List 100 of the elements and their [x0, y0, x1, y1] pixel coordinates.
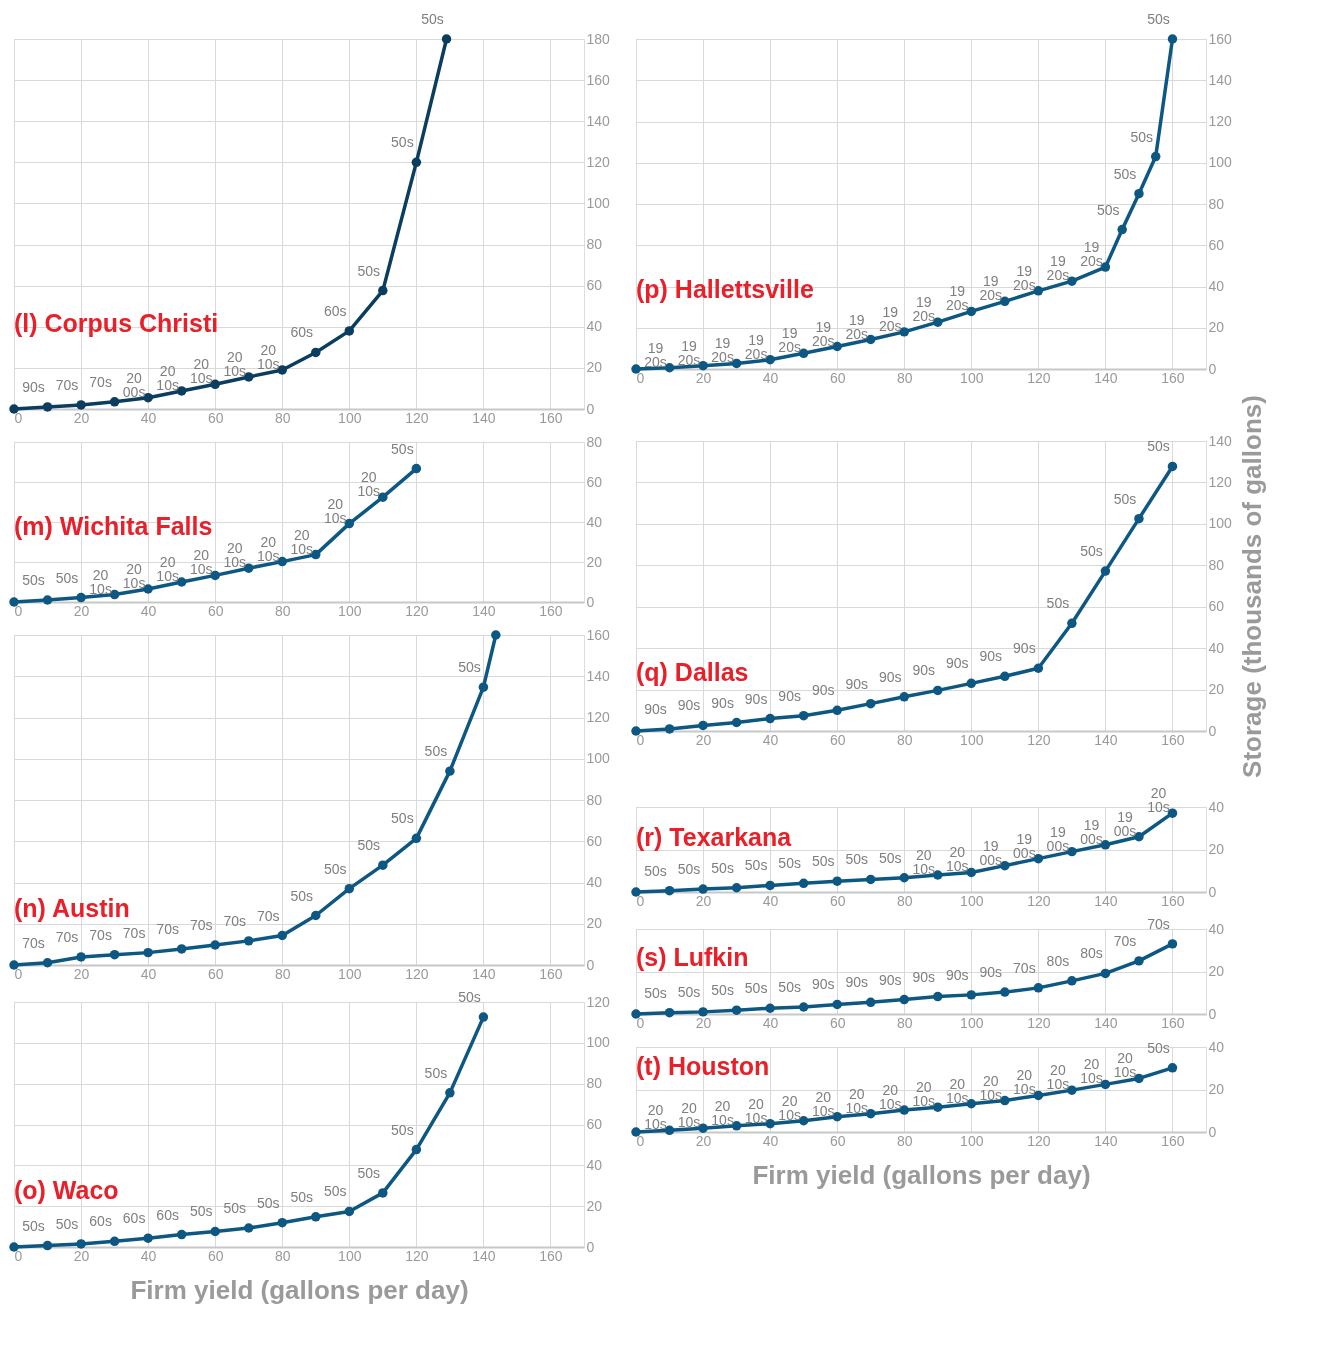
- x-tick-label: 0: [636, 1014, 645, 1031]
- point: [765, 1118, 775, 1129]
- x-tick-label: 160: [1161, 892, 1185, 909]
- x-tick-label: 120: [405, 1247, 429, 1264]
- point: [311, 1212, 321, 1222]
- annotation: 19 20s: [845, 311, 868, 342]
- y-tick-label: 180: [586, 30, 611, 47]
- x-tick-label: 0: [14, 602, 23, 619]
- point: [966, 306, 977, 317]
- annotation: 20 10s: [845, 1085, 868, 1116]
- point: [311, 910, 321, 921]
- annotation: 20 10s: [1046, 1062, 1070, 1093]
- x-tick-label: 40: [140, 1247, 157, 1264]
- annotation: 50s: [778, 978, 801, 995]
- point: [1167, 34, 1178, 44]
- x-tick-label: 60: [207, 965, 224, 982]
- x-tick-label: 20: [695, 1014, 712, 1031]
- x-tick-label: 160: [1161, 1132, 1185, 1149]
- y-tick-label: 100: [586, 750, 611, 767]
- x-tick-label: 120: [405, 965, 429, 982]
- annotation: 20 10s: [878, 1082, 902, 1113]
- point: [865, 874, 876, 885]
- annotation: 50s: [421, 11, 444, 27]
- y-tick-label: 60: [1208, 236, 1225, 253]
- annotation: 50s: [1147, 438, 1170, 455]
- x-tick-label: 80: [274, 602, 291, 619]
- y-tick-label: 80: [586, 433, 603, 450]
- y-tick-label: 80: [1208, 556, 1225, 573]
- x-tick-label: 20: [73, 1247, 90, 1264]
- x-tick-label: 140: [1094, 1132, 1118, 1149]
- y-tick-label: 60: [586, 832, 603, 849]
- point: [76, 400, 86, 410]
- point: [1134, 832, 1144, 842]
- x-axis-title: Firm yield (gallons per day): [752, 1159, 1091, 1190]
- x-tick-label: 20: [695, 731, 712, 748]
- y-tick-label: 80: [586, 791, 603, 808]
- annotation: 70s: [1013, 959, 1036, 976]
- annotation: 50s: [290, 887, 314, 904]
- point: [966, 1099, 977, 1109]
- annotation: 50s: [1147, 1039, 1170, 1056]
- annotation: 70s: [1113, 932, 1137, 949]
- annotation: 50s: [55, 1215, 79, 1232]
- annotation: 70s: [22, 934, 45, 951]
- annotation: 19 20s: [1046, 253, 1070, 284]
- x-tick-label: 60: [829, 892, 846, 909]
- annotation: 50s: [458, 659, 481, 676]
- y-tick-label: 140: [1208, 71, 1233, 88]
- y-tick-label: 80: [1208, 195, 1225, 212]
- x-tick-label: 60: [207, 1247, 224, 1264]
- annotation: 70s: [55, 928, 79, 945]
- point: [9, 1242, 19, 1252]
- annotation: 20 10s: [744, 1095, 768, 1126]
- y-tick-label: 140: [1208, 432, 1233, 449]
- x-tick-label: 120: [405, 602, 429, 619]
- annotation: 20 00s: [122, 369, 146, 400]
- x-tick-label: 160: [539, 965, 563, 982]
- point: [277, 365, 287, 375]
- point: [478, 682, 489, 692]
- y-tick-label: 80: [586, 236, 603, 253]
- x-tick-label: 140: [1094, 731, 1118, 748]
- point: [865, 997, 876, 1008]
- x-tick-label: 40: [762, 1132, 779, 1149]
- y-tick-label: 100: [1208, 154, 1233, 171]
- point: [210, 570, 220, 581]
- y-tick-label: 40: [586, 318, 603, 335]
- x-tick-label: 60: [207, 409, 224, 426]
- x-tick-label: 80: [274, 1247, 291, 1264]
- annotation: 50s: [22, 572, 45, 588]
- point: [344, 883, 355, 894]
- y-tick-label: 60: [586, 1116, 603, 1132]
- point: [1067, 618, 1077, 629]
- x-tick-label: 160: [539, 409, 563, 426]
- y-tick-label: 100: [586, 194, 611, 211]
- annotation: 20 10s: [677, 1100, 701, 1131]
- text: (n) Austin: [14, 893, 130, 922]
- point: [311, 549, 321, 560]
- y-tick-label: 40: [1208, 920, 1225, 937]
- x-tick-label: 80: [896, 731, 913, 748]
- annotation: 50s: [644, 984, 667, 1001]
- point: [42, 1240, 53, 1251]
- annotation: 70s: [156, 920, 179, 937]
- x-tick-label: 80: [896, 1014, 913, 1031]
- point: [378, 285, 388, 296]
- text: (p) Hallettsville: [636, 274, 814, 303]
- annotation: 50s: [391, 1121, 414, 1138]
- point: [277, 556, 287, 567]
- point: [344, 518, 355, 529]
- point: [832, 341, 842, 352]
- annotation: 50s: [391, 810, 414, 827]
- point: [9, 960, 19, 970]
- point: [1134, 1073, 1144, 1084]
- point: [344, 326, 355, 336]
- annotation: 20 10s: [256, 533, 280, 564]
- point: [631, 1127, 641, 1137]
- annotation: 19 20s: [1080, 239, 1103, 270]
- annotation: 90s: [744, 690, 768, 707]
- point: [411, 157, 422, 168]
- annotation: 90s: [22, 378, 45, 395]
- point: [109, 1236, 120, 1247]
- point: [698, 360, 708, 371]
